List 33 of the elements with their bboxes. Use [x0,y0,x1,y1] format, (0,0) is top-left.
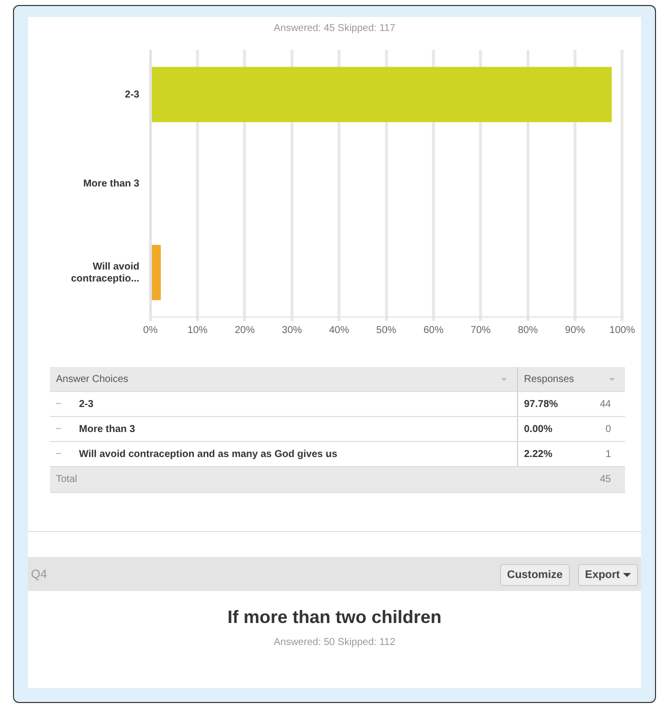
text: 0 [585,416,625,442]
text: Customize [500,564,570,586]
text: Responses [518,367,625,392]
x-tick-label: 20% [234,324,255,336]
chart-subtitle: Answered: 45 Skipped: 117 [272,23,396,34]
text: Answered: 50 Skipped: 112 [272,637,396,648]
text: If more than two children [226,607,442,628]
x-tick-label: 0% [143,324,158,336]
text: Total [50,466,518,492]
text: More than 3 [50,416,518,442]
text: 1 [585,442,625,466]
text: Will avoid contraception and as many as God gives us [50,442,518,466]
x-tick-label: 100% [609,324,636,336]
text: 2.22% [518,442,585,466]
x-tick-label: 10% [188,324,208,336]
text: Export [578,564,638,586]
x-tick-label: 30% [282,324,302,336]
y-tick-label: More than 3 [83,178,140,190]
text: 0.00% [518,416,585,442]
x-tick-label: 40% [329,324,350,336]
x-tick-label: 60% [423,324,444,336]
x-tick-label: 90% [565,324,586,336]
x-tick-label: 70% [470,324,491,336]
y-tick-label: 2-3 [124,89,140,100]
text: 2-3 [50,392,518,416]
x-tick-label: 50% [376,324,396,336]
y-tick-label: Will avoid contraceptio... [70,261,140,284]
text: 97.78% [518,392,585,416]
text: Answer Choices [50,367,518,392]
text: Q4 [31,567,48,581]
x-tick-label: 80% [518,324,538,336]
text: 45 [518,466,625,492]
text: 44 [585,392,625,416]
